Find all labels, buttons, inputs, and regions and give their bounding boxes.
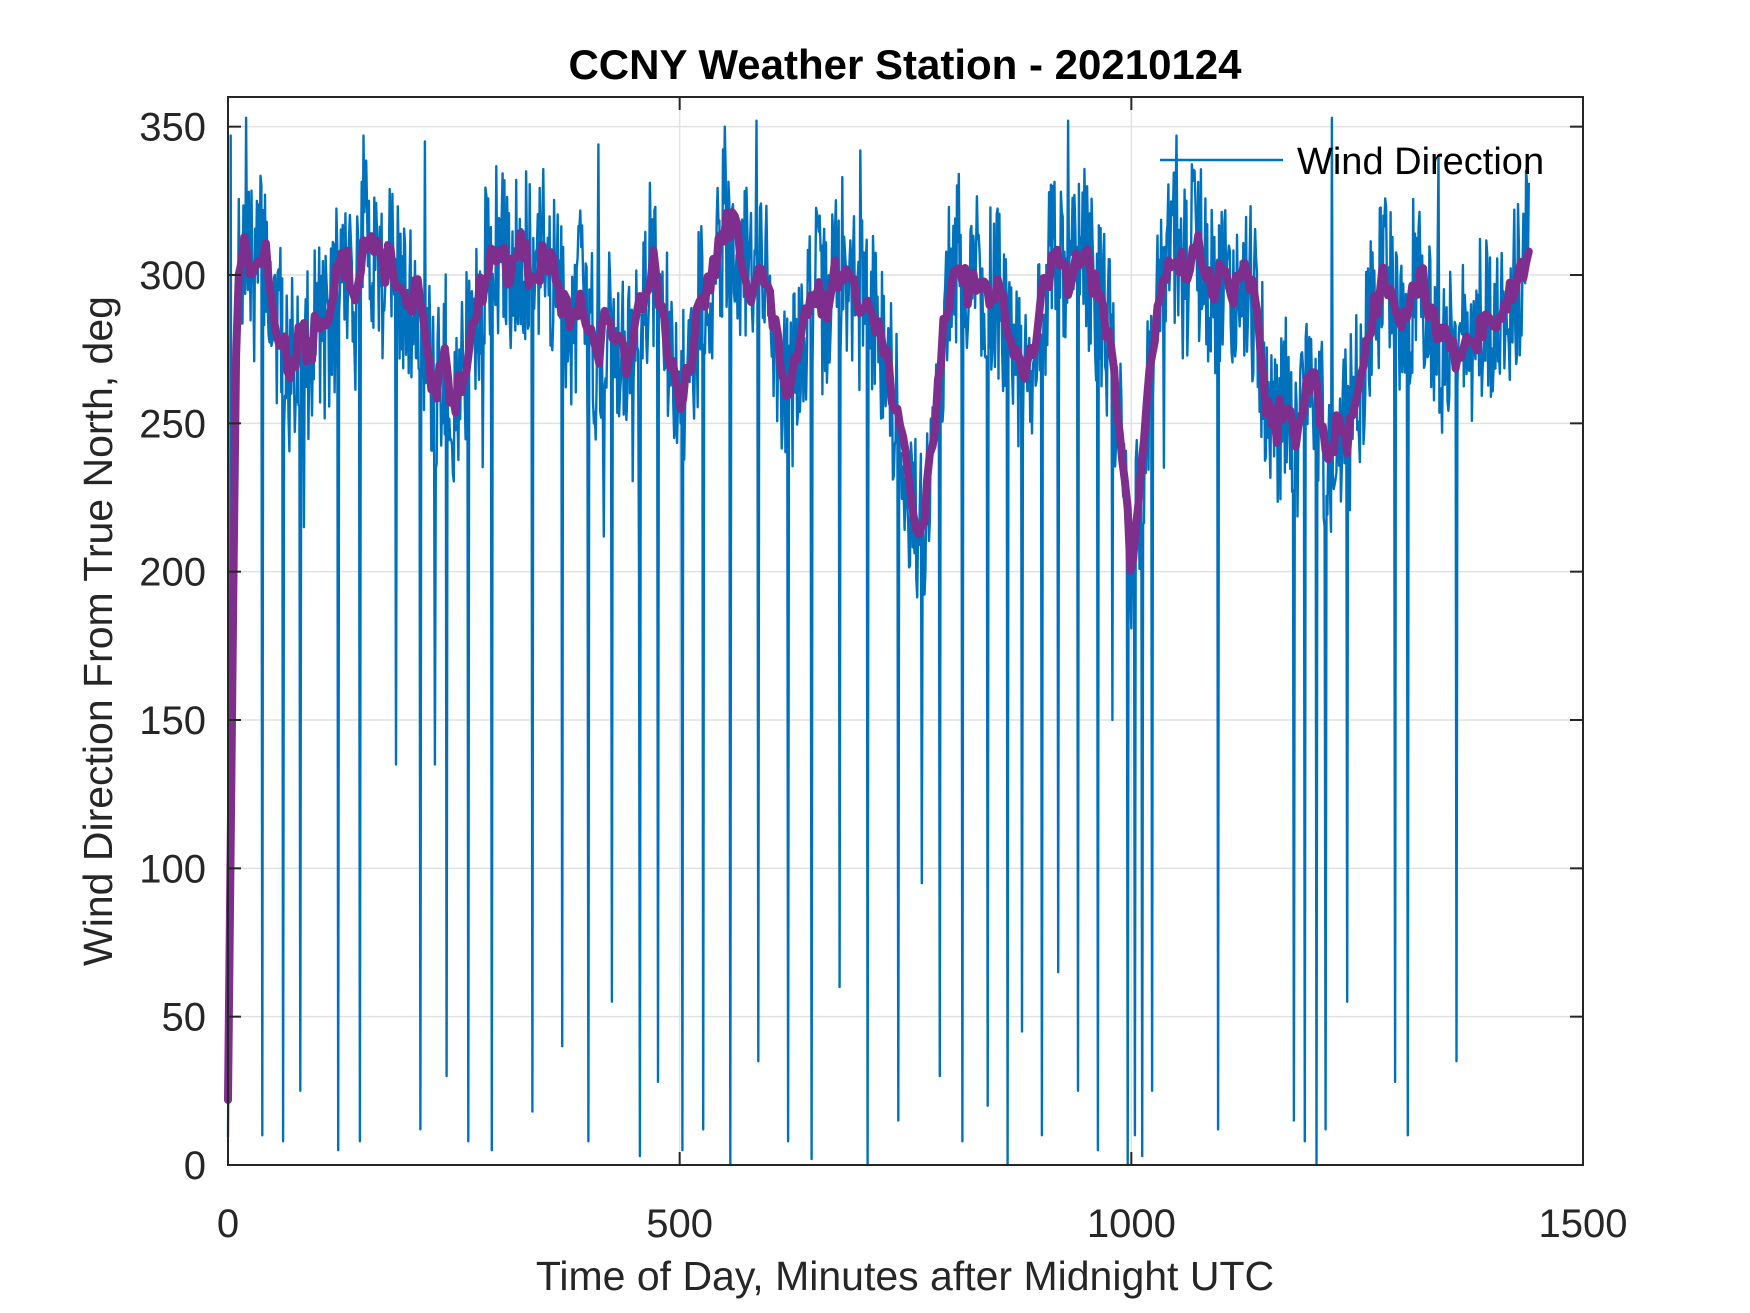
x-tick-label: 0	[217, 1202, 239, 1246]
y-tick-label: 200	[139, 551, 206, 595]
plot-border	[227, 96, 1584, 1166]
legend-label: Wind Direction	[1297, 141, 1544, 183]
data-series-layer	[224, 116, 1533, 1167]
y-tick-label: 300	[139, 254, 206, 298]
y-tick-label: 0	[184, 1144, 206, 1188]
y-axis-label: Wind Direction From True North, deg	[75, 296, 121, 966]
chart-title: CCNY Weather Station - 20210124	[568, 41, 1242, 88]
x-tick-label: 1000	[1087, 1202, 1176, 1246]
tick-labels: 0 500 1000 1500 0 50 100 150 200 250 300 350	[139, 106, 1627, 1246]
legend: Wind Direction	[1160, 141, 1544, 183]
y-tick-label: 350	[139, 106, 206, 150]
x-tick-label: 500	[646, 1202, 713, 1246]
tick-marks	[227, 97, 1584, 1166]
y-tick-label: 250	[139, 402, 206, 446]
y-tick-label: 50	[162, 996, 207, 1040]
y-tick-label: 100	[139, 847, 206, 891]
x-axis-label: Time of Day, Minutes after Midnight UTC	[536, 1253, 1274, 1299]
y-tick-label: 150	[139, 699, 206, 743]
x-tick-label: 1500	[1539, 1202, 1628, 1246]
wind-direction-smoothed-series	[224, 208, 1533, 1104]
